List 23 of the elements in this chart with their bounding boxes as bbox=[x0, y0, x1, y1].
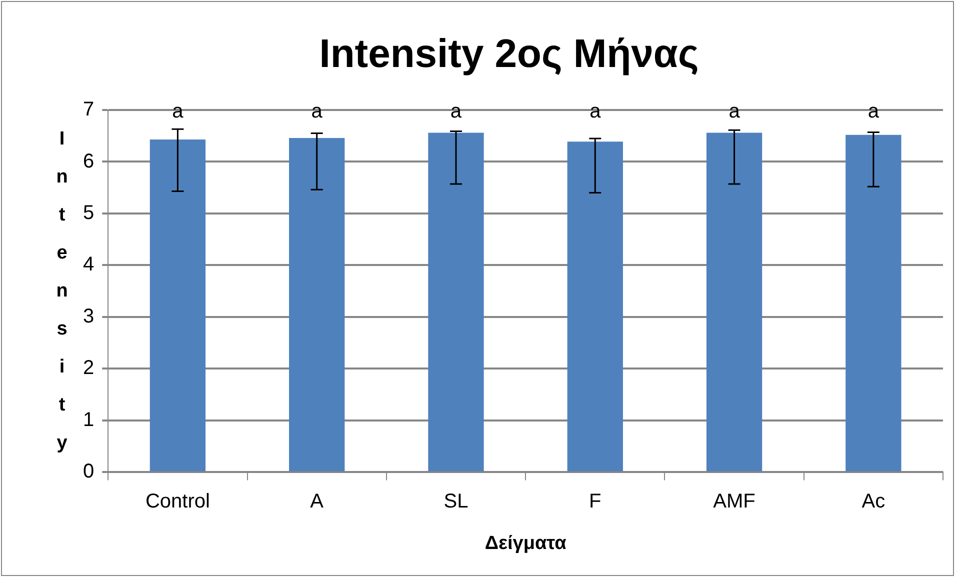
y-tick-label: 0 bbox=[83, 460, 94, 483]
x-tick-label: F bbox=[589, 490, 602, 513]
x-tick-label: A bbox=[310, 490, 324, 513]
annotation: a bbox=[868, 100, 880, 123]
chart-title: Intensity 2ος Μήνας bbox=[319, 32, 699, 76]
y-tick-label: 4 bbox=[83, 254, 94, 276]
x-axis-title: Δείγματα bbox=[484, 532, 567, 554]
annotation: a bbox=[590, 100, 602, 123]
annotation: a bbox=[172, 100, 184, 123]
y-tick-label: 5 bbox=[83, 202, 94, 224]
y-tick-label: 3 bbox=[83, 305, 94, 328]
annotation: a bbox=[450, 100, 462, 123]
annotation: a bbox=[728, 100, 741, 123]
x-tick-label: SL bbox=[444, 490, 468, 513]
y-tick-label: 7 bbox=[83, 98, 94, 121]
text: Intensity bbox=[56, 128, 68, 454]
y-tick-label: 2 bbox=[83, 357, 94, 380]
x-tick-label: Ac bbox=[862, 490, 886, 513]
annotation: a bbox=[311, 100, 324, 123]
x-tick-label: Control bbox=[145, 490, 210, 513]
x-tick-label: AMF bbox=[713, 490, 756, 513]
y-tick-label: 6 bbox=[83, 150, 94, 172]
y-tick-label: 1 bbox=[83, 408, 94, 431]
